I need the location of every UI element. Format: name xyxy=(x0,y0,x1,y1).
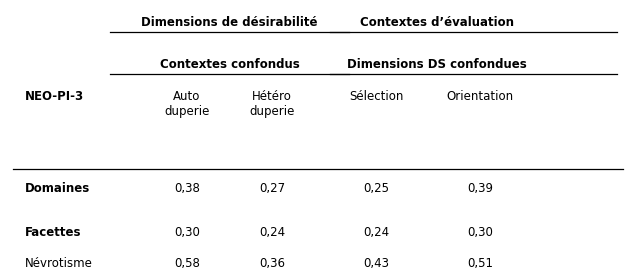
Text: Contextes d’évaluation: Contextes d’évaluation xyxy=(360,16,514,29)
Text: 0,30: 0,30 xyxy=(467,226,493,239)
Text: Orientation: Orientation xyxy=(446,90,513,103)
Text: Névrotisme: Névrotisme xyxy=(25,257,93,270)
Text: 0,36: 0,36 xyxy=(259,257,285,270)
Text: Domaines: Domaines xyxy=(25,182,90,195)
Text: 0,39: 0,39 xyxy=(467,182,493,195)
Text: Dimensions de désirabilité: Dimensions de désirabilité xyxy=(141,16,318,29)
Text: 0,38: 0,38 xyxy=(174,182,200,195)
Text: Sélection: Sélection xyxy=(349,90,403,103)
Text: 0,51: 0,51 xyxy=(467,257,493,270)
Text: Contextes confondus: Contextes confondus xyxy=(160,58,300,71)
Text: Dimensions DS confondues: Dimensions DS confondues xyxy=(347,58,527,71)
Text: 0,24: 0,24 xyxy=(363,226,389,239)
Text: Facettes: Facettes xyxy=(25,226,81,239)
Text: 0,27: 0,27 xyxy=(259,182,286,195)
Text: 0,30: 0,30 xyxy=(174,226,200,239)
Text: Hétéro
duperie: Hétéro duperie xyxy=(249,90,295,118)
Text: NEO-PI-3: NEO-PI-3 xyxy=(25,90,84,103)
Text: Auto
duperie: Auto duperie xyxy=(164,90,209,118)
Text: 0,24: 0,24 xyxy=(259,226,286,239)
Text: 0,58: 0,58 xyxy=(174,257,200,270)
Text: 0,25: 0,25 xyxy=(363,182,389,195)
Text: 0,43: 0,43 xyxy=(363,257,389,270)
